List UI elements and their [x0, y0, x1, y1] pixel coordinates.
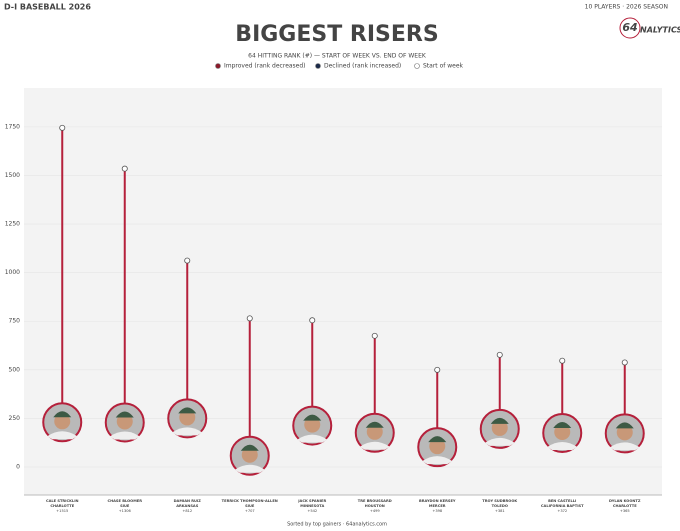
y-tick-label: 750: [9, 318, 21, 325]
rank-change: +707: [245, 509, 255, 513]
photo-cap: [178, 407, 197, 414]
y-tick-label: 1250: [5, 221, 20, 228]
player-team: CHARLOTTE: [613, 504, 637, 508]
player-team: CALIFORNIA BAPTIST: [541, 504, 584, 508]
rank-change: +381: [495, 509, 505, 513]
legend-swatch: [215, 63, 221, 69]
photo-cap: [490, 417, 509, 424]
legend-label: Declined (rank increased): [324, 63, 401, 70]
photo-cap: [240, 444, 259, 451]
player-name: CHASE BLOOMER: [107, 499, 142, 503]
photo-cap: [428, 436, 447, 443]
start-marker: [496, 351, 503, 358]
player-name: TRE BROUSSARD: [358, 499, 392, 503]
rank-change: +1306: [119, 509, 132, 513]
chart-title: BIGGEST RISERS: [235, 22, 438, 47]
player-name: BRAYDON KERSEY: [419, 499, 456, 503]
legend-label: Start of week: [423, 63, 464, 70]
player-team: SIUE: [120, 504, 130, 508]
photo-cap: [615, 422, 634, 429]
y-tick-label: 500: [9, 366, 21, 373]
rank-change: +398: [432, 509, 443, 513]
photo-cap: [303, 414, 322, 421]
logo-text: NALYTICS: [640, 26, 680, 35]
rank-change: +812: [182, 509, 192, 513]
footer: Sorted by top gainers · 64analytics.com: [287, 522, 387, 528]
y-tick-label: 250: [9, 415, 21, 422]
y-tick-label: 1750: [5, 123, 20, 130]
header-left: D-I BASEBALL 2026: [4, 3, 91, 12]
photo-shirt: [109, 431, 140, 440]
rank-change: +542: [307, 509, 317, 513]
logo-number: 64: [622, 21, 637, 34]
photo-shirt: [47, 431, 78, 440]
photo-cap: [365, 421, 384, 428]
photo-cap: [53, 411, 72, 418]
y-tick-label: 1500: [5, 172, 20, 179]
player-team: HOUSTON: [365, 504, 385, 508]
chart-subtitle: 64 HITTING RANK (#) — START OF WEEK VS. …: [248, 53, 427, 60]
player-name: BEN CASTELLI: [548, 499, 576, 503]
player-name: DAMIAN RUIZ: [174, 499, 202, 503]
start-marker: [309, 317, 316, 324]
photo-shirt: [547, 441, 578, 450]
start-marker: [434, 366, 441, 373]
player-name: CALE STRICKLIN: [46, 499, 79, 503]
logo-ring: [619, 17, 641, 39]
y-tick-label: 1000: [5, 269, 20, 276]
start-marker: [559, 357, 566, 364]
y-tick-label: 0: [16, 464, 20, 471]
photo-cap: [553, 421, 572, 428]
header-right: 10 PLAYERS · 2026 SEASON: [585, 4, 668, 11]
photo-shirt: [297, 434, 328, 443]
legend-swatch: [414, 63, 420, 69]
start-marker: [59, 124, 66, 131]
photo-shirt: [609, 442, 640, 451]
rank-change: +499: [370, 509, 381, 513]
player-team: ARKANSAS: [176, 504, 198, 508]
player-name: TERRICK THOMPSON-ALLEN: [222, 499, 278, 503]
photo-shirt: [359, 441, 390, 450]
player-name: JACK SPANIER: [297, 499, 326, 503]
photo-shirt: [422, 456, 453, 465]
photo-cap: [115, 411, 134, 418]
photo-shirt: [172, 427, 203, 436]
photo-shirt: [484, 437, 515, 446]
player-team: MINNESOTA: [300, 504, 324, 508]
rank-change: +1515: [56, 509, 68, 513]
legend-label: Improved (rank decreased): [224, 63, 306, 70]
rank-change: +372: [557, 509, 567, 513]
player-name: TROY SUDBROOK: [482, 499, 517, 503]
legend-swatch: [315, 63, 321, 69]
player-team: SIUE: [245, 504, 255, 508]
start-marker: [121, 165, 128, 172]
player-team: TOLEDO: [492, 504, 508, 508]
player-team: CHARLOTTE: [50, 504, 74, 508]
start-marker: [246, 315, 253, 322]
start-marker: [371, 332, 378, 339]
start-marker: [184, 257, 191, 264]
rank-change: +365: [620, 509, 630, 513]
player-team: MERCER: [429, 504, 446, 508]
start-marker: [621, 359, 628, 366]
player-name: DYLAN KOONTZ: [609, 499, 641, 503]
photo-shirt: [234, 464, 265, 473]
